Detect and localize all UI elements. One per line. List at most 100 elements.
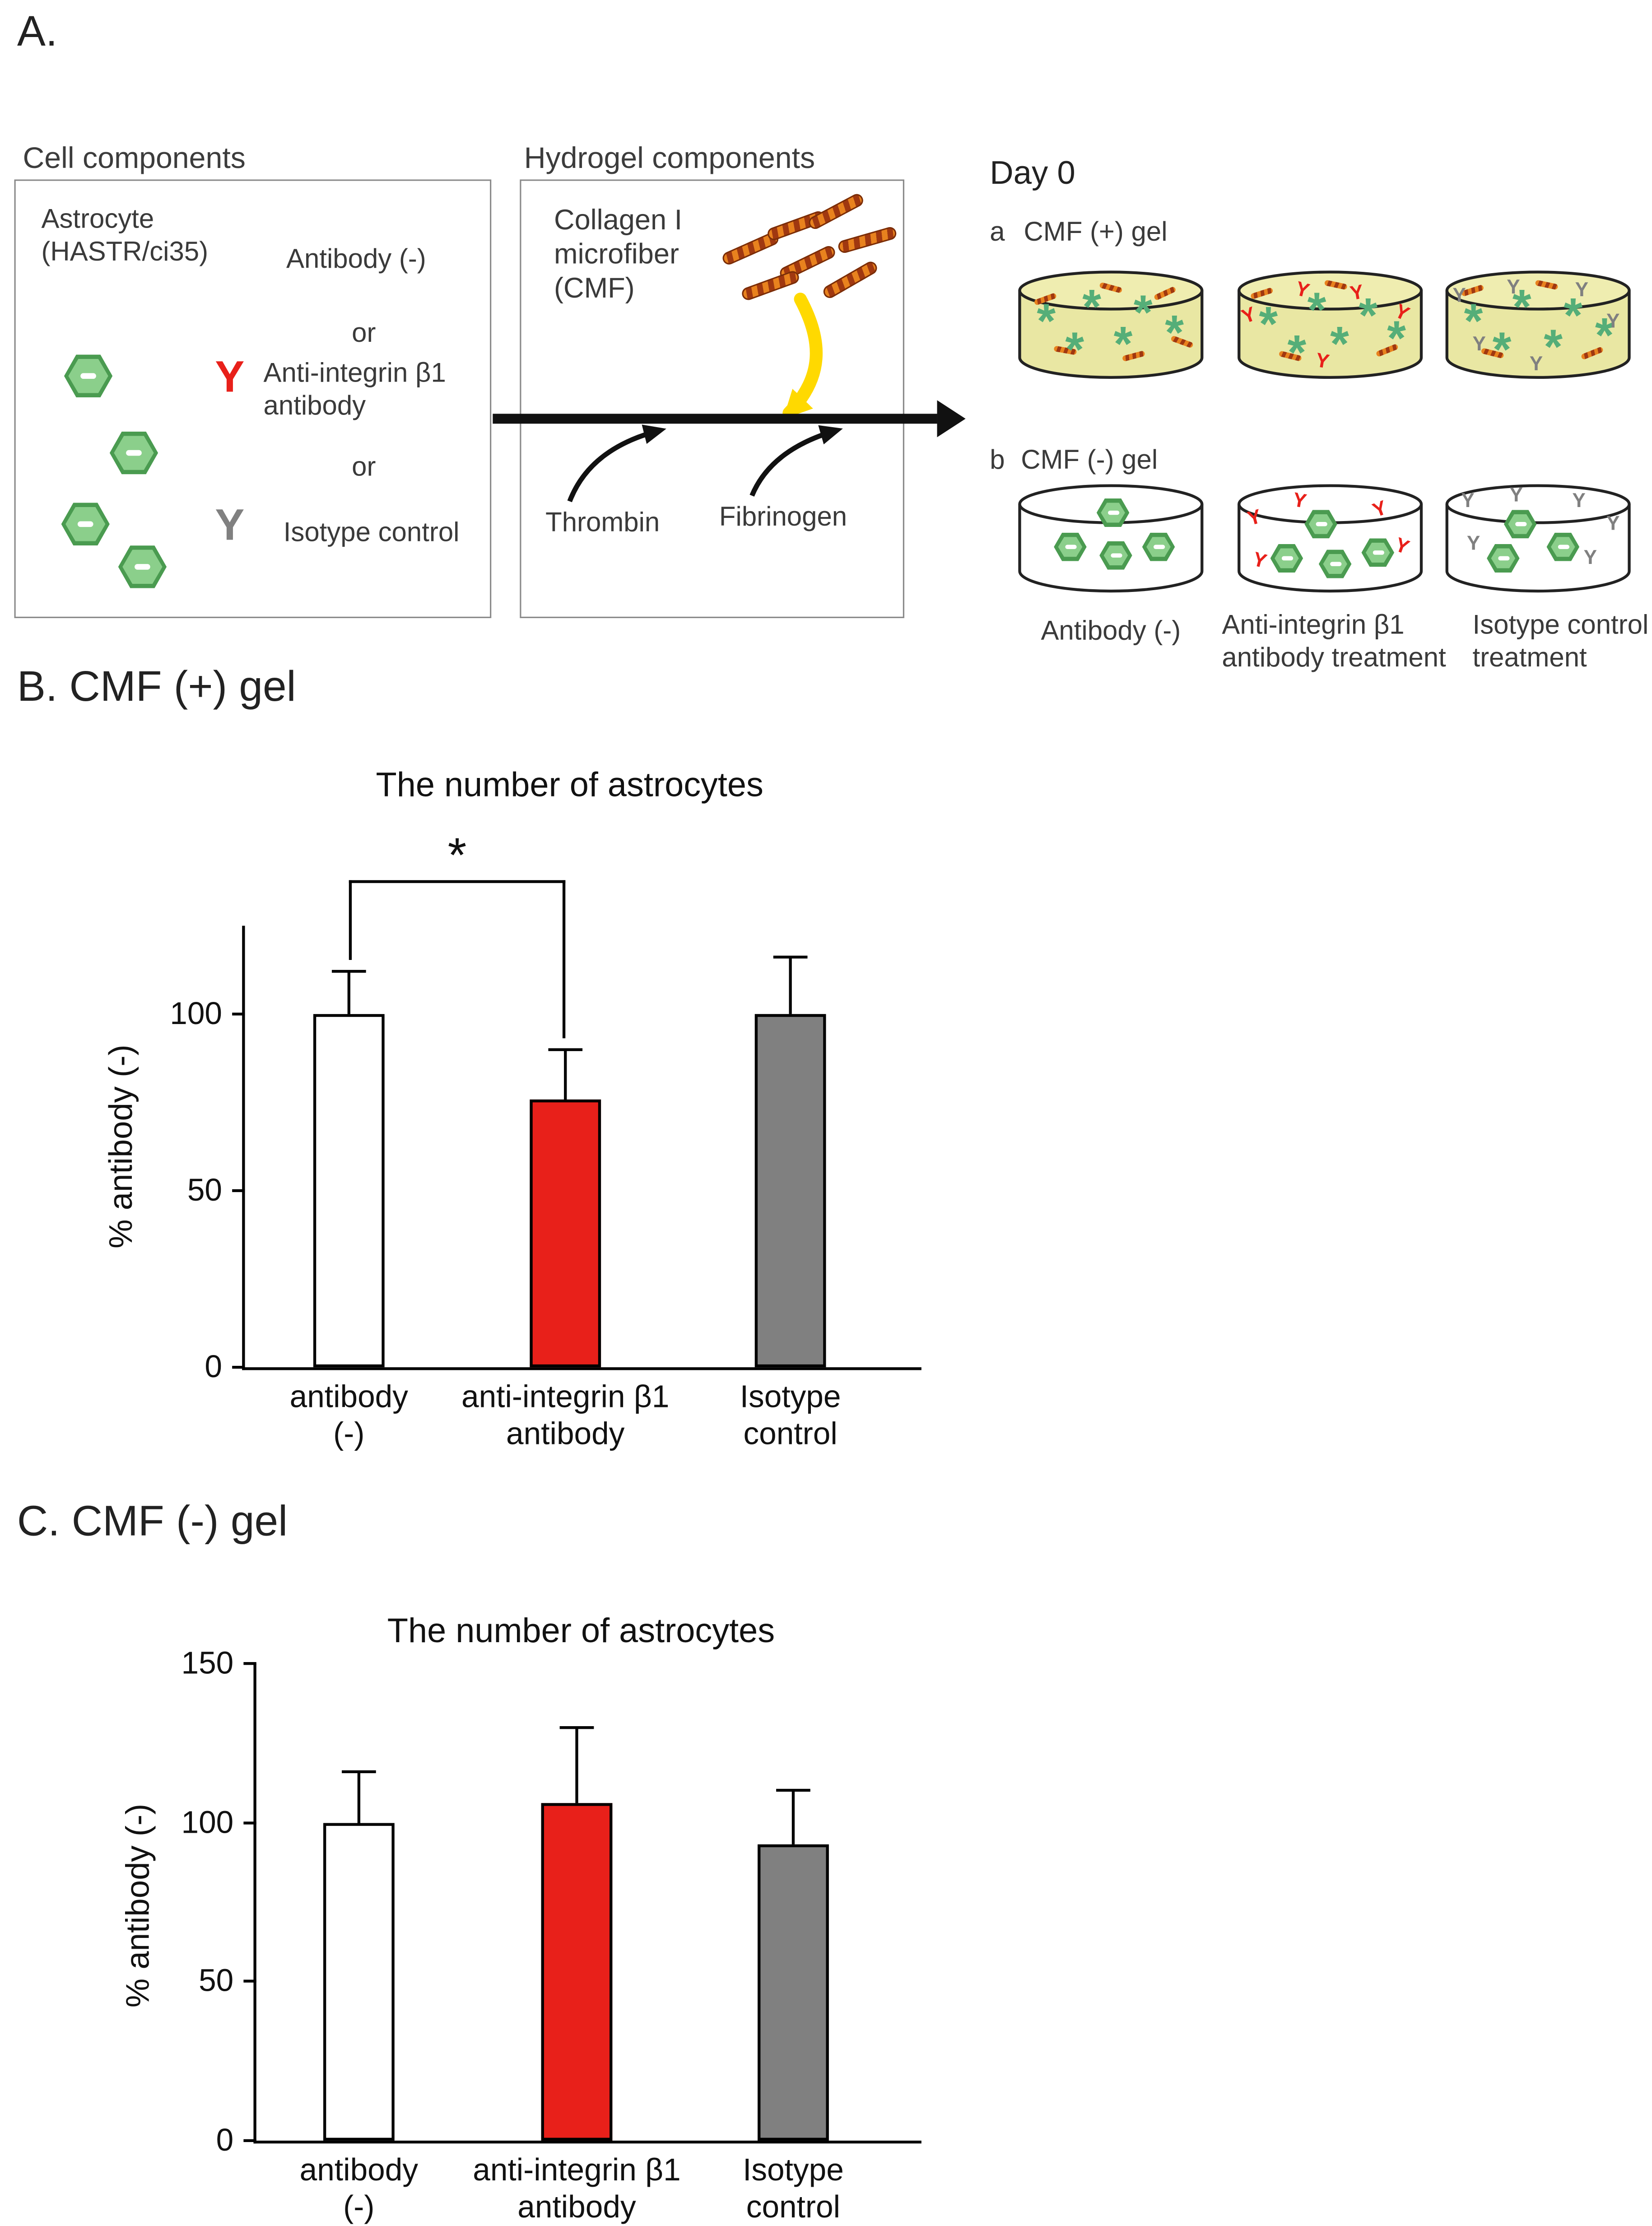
y-tick-label: 50 <box>199 1963 234 1999</box>
isotype-control-antibody-icon <box>1467 533 1480 553</box>
y-tick-mark <box>243 2139 256 2142</box>
isotype-control-antibody-icon <box>1606 311 1619 331</box>
isotype-control-antibody-icon <box>1606 513 1619 533</box>
x-category-line: control <box>743 1416 838 1452</box>
anti-integrin-antibody-icon <box>1314 349 1331 372</box>
collagen-label-line2: microfiber <box>554 239 679 271</box>
astrocyte-cell-icon <box>64 354 113 398</box>
isotype-control-antibody-icon: Y <box>215 500 245 550</box>
astrocyte-cell-icon <box>1054 532 1087 561</box>
dish-contents <box>1444 481 1632 598</box>
dish-cmf-minus-antibody-negative <box>1017 481 1205 598</box>
anti-integrin-antibody-icon <box>1393 534 1412 557</box>
x-category-label: anti-integrin β1 antibody <box>444 1378 686 1453</box>
y-tick-label: 0 <box>205 1349 223 1384</box>
x-category-line: antibody <box>506 1416 625 1452</box>
astrocyte-cell-icon <box>1096 498 1130 527</box>
y-tick-label: 100 <box>181 1804 234 1840</box>
astrocyte-icon <box>1287 345 1306 362</box>
y-tick-label: 100 <box>170 995 223 1031</box>
isotype-control-antibody-icon <box>1473 333 1486 353</box>
dish-contents <box>1017 481 1205 598</box>
anti-integrin-label-line2: antibody <box>263 391 366 422</box>
astrocyte-icon <box>1308 302 1326 319</box>
x-category-line: (-) <box>343 2189 375 2225</box>
dish-caption-isotype-line1: Isotype control <box>1472 611 1649 641</box>
astrocyte-cell-icon <box>1099 541 1132 570</box>
bar-1 <box>313 1014 385 1368</box>
astrocyte-icon <box>1544 339 1563 356</box>
astrocyte-label: Astrocyte (HASTR/ci35) <box>41 204 208 269</box>
isotype-control-label: Isotype control <box>283 518 460 549</box>
y-tick-label: 150 <box>181 1645 234 1681</box>
astrocyte-icon <box>1330 336 1349 353</box>
fibrinogen-arrow <box>749 425 843 497</box>
astrocyte-icon <box>1512 299 1531 316</box>
astrocyte-icon <box>1037 313 1056 331</box>
chart-b-title: The number of astrocytes <box>376 766 763 805</box>
astrocyte-cell-icon <box>1546 532 1580 561</box>
astrocyte-label-line2: (HASTR/ci35) <box>41 238 209 268</box>
dish-cmf-minus-anti-integrin <box>1236 481 1424 598</box>
anti-integrin-antibody-icon <box>1349 281 1365 303</box>
anti-integrin-label: Anti-integrin β1 antibody <box>264 358 446 423</box>
y-tick-mark <box>232 1365 245 1369</box>
x-category-line: anti-integrin β1 <box>473 2152 681 2188</box>
x-category-label: Isotype control <box>670 1378 912 1453</box>
error-bar <box>789 957 792 1014</box>
dish-caption-isotype-line2: treatment <box>1472 643 1587 674</box>
astrocyte-label-line1: Astrocyte <box>41 205 154 235</box>
error-bar-cap <box>331 970 366 973</box>
dish-caption-anti-integrin: Anti-integrin β1 antibody treatment <box>1222 610 1467 675</box>
anti-integrin-antibody-icon <box>1245 506 1263 528</box>
astrocyte-icon <box>1387 331 1406 348</box>
astrocyte-cell-icon <box>1318 550 1352 578</box>
astrocyte-cell-icon <box>1503 510 1537 539</box>
row-b-text: CMF (-) gel <box>1021 446 1158 476</box>
error-bar <box>564 1049 567 1099</box>
error-bar-cap <box>559 1725 594 1729</box>
cell-components-box: Astrocyte (HASTR/ci35) Antibody (-) or Y… <box>14 179 492 618</box>
row-a-text: CMF (+) gel <box>1024 218 1168 248</box>
isotype-control-antibody-icon <box>1452 285 1466 305</box>
astrocyte-cell-icon <box>118 545 167 588</box>
y-tick-mark <box>243 1662 256 1665</box>
error-bar <box>791 1790 795 1845</box>
isotype-control-antibody-icon <box>1572 490 1585 510</box>
astrocyte-cell-icon <box>1304 510 1337 539</box>
dish-caption-anti-integrin-line1: Anti-integrin β1 <box>1222 611 1405 641</box>
astrocyte-icon <box>1134 305 1153 322</box>
x-category-line: anti-integrin β1 <box>461 1378 670 1415</box>
petri-dish-icon <box>1445 484 1631 593</box>
collagen-microfiber-label: Collagen I microfiber (CMF) <box>554 204 682 306</box>
bar-1 <box>323 1822 395 2141</box>
astrocyte-icon <box>1114 336 1133 353</box>
dish-caption-anti-integrin-line2: antibody treatment <box>1222 643 1446 674</box>
astrocyte-icon <box>1065 342 1084 359</box>
process-flow-arrowhead <box>937 400 966 438</box>
cmf-fiber-icon <box>1099 282 1123 293</box>
error-bar <box>575 1727 578 1804</box>
x-category-line: control <box>746 2189 841 2225</box>
significance-bracket-right <box>562 880 566 1038</box>
cmf-into-gel-arrow <box>782 293 823 419</box>
or-text-1: or <box>352 319 376 349</box>
x-category-line: antibody <box>289 1378 409 1415</box>
cmf-fiber-icon <box>1324 279 1348 290</box>
chart-b-ylabel: % antibody (-) <box>102 1044 139 1249</box>
dish-contents <box>1236 268 1424 385</box>
x-category-line: Isotype <box>743 2152 844 2188</box>
dish-cmf-plus-isotype <box>1444 268 1632 385</box>
bar-3 <box>758 1844 829 2141</box>
astrocyte-icon <box>1464 313 1483 331</box>
error-bar-cap <box>776 1789 810 1793</box>
fibrinogen-label: Fibrinogen <box>719 503 847 533</box>
chart-cmf-plus-plot: 0 50 100 antibody (-) anti-integrin β1 antibod… <box>170 829 921 1451</box>
x-category-label: anti-integrin β1 antibody <box>456 2152 698 2226</box>
significance-asterisk: * <box>447 829 467 883</box>
astrocyte-icon <box>1259 316 1278 333</box>
y-tick-label: 0 <box>216 2122 234 2158</box>
bar-2 <box>530 1099 601 1368</box>
chart-cmf-minus-plot: 0 50 100 150 antibody (-) anti-integrin β1 anti… <box>181 1645 921 2225</box>
